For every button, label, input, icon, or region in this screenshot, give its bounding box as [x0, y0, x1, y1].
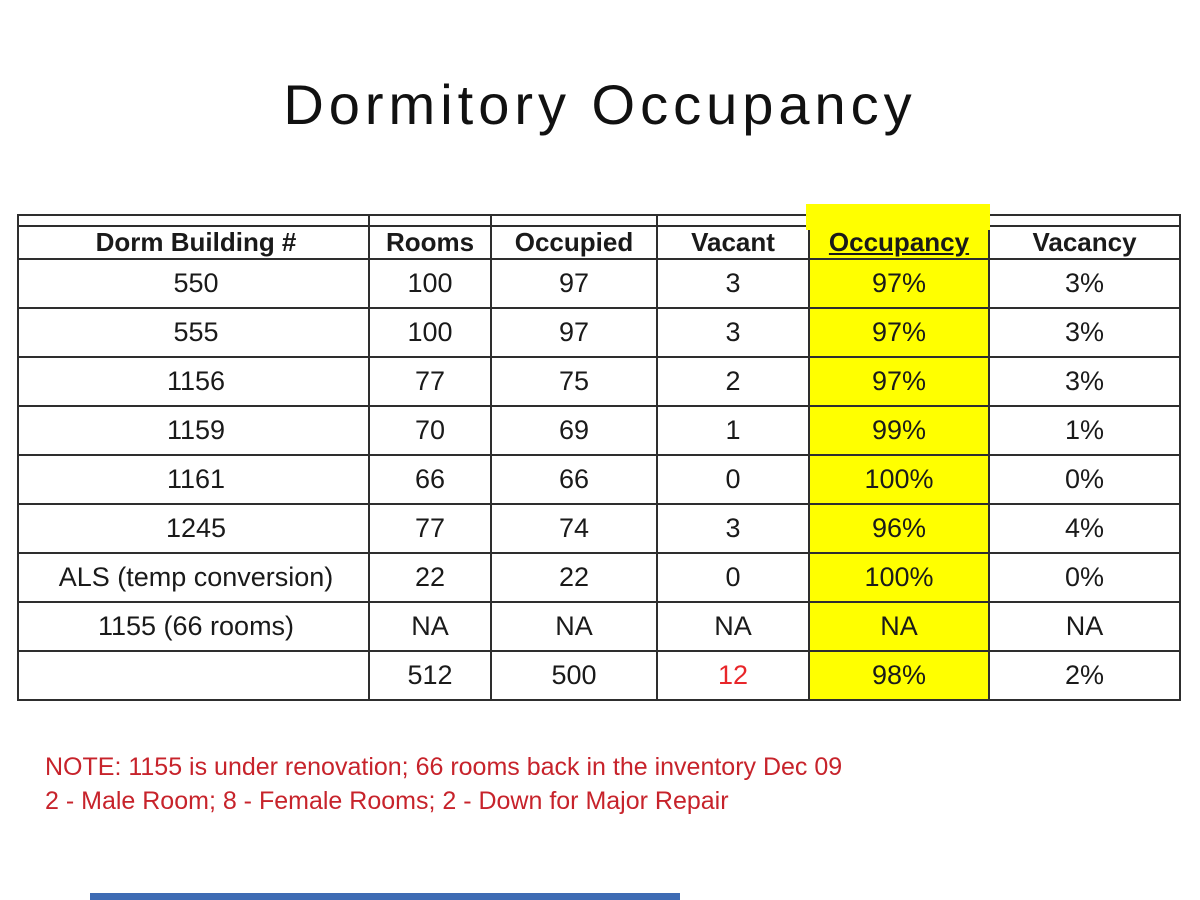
cell-occupancy: 97% — [808, 356, 990, 407]
header-occupied: Occupied — [490, 225, 658, 260]
cell-occupancy: NA — [808, 601, 990, 652]
cell-vacant: 3 — [656, 307, 810, 358]
table-header-row: Dorm Building # Rooms Occupied Vacant Oc… — [17, 225, 1181, 260]
cell-occupied: 22 — [490, 552, 658, 603]
cell-vacancy: 0% — [988, 552, 1181, 603]
cell-occupancy-total: 98% — [808, 650, 990, 701]
cell-vacancy: 1% — [988, 405, 1181, 456]
cell-vacant: NA — [656, 601, 810, 652]
slide-title: Dormitory Occupancy — [283, 73, 917, 136]
note-text: NOTE: 1155 is under renovation; 66 rooms… — [45, 750, 842, 818]
spacer-cell — [988, 214, 1181, 227]
table-row: 1155 (66 rooms) NA NA NA NA NA — [17, 601, 1181, 652]
cell-occupied: 74 — [490, 503, 658, 554]
header-occupancy: Occupancy — [808, 225, 990, 260]
occupancy-table: Dorm Building # Rooms Occupied Vacant Oc… — [17, 214, 1181, 701]
cell-occupancy: 96% — [808, 503, 990, 554]
note-line-1: NOTE: 1155 is under renovation; 66 rooms… — [45, 753, 843, 781]
cell-rooms: 77 — [368, 503, 492, 554]
cell-dorm-building: 555 — [17, 307, 370, 358]
table-row: 555 100 97 3 97% 3% — [17, 307, 1181, 358]
cell-vacant: 3 — [656, 503, 810, 554]
header-vacant: Vacant — [656, 225, 810, 260]
cell-occupancy: 99% — [808, 405, 990, 456]
cell-vacant: 2 — [656, 356, 810, 407]
cell-rooms: 66 — [368, 454, 492, 505]
cell-dorm-building: ALS (temp conversion) — [17, 552, 370, 603]
cell-occupied: 66 — [490, 454, 658, 505]
cell-rooms: 100 — [368, 307, 492, 358]
header-dorm-building: Dorm Building # — [17, 225, 370, 260]
cell-occupancy: 100% — [808, 454, 990, 505]
spacer-cell — [490, 214, 658, 227]
cell-vacancy: 3% — [988, 258, 1181, 309]
cell-occupied: 97 — [490, 258, 658, 309]
cell-vacant-total: 12 — [656, 650, 810, 701]
cell-dorm-building: 550 — [17, 258, 370, 309]
cell-occupancy: 97% — [808, 307, 990, 358]
cell-occupancy: 97% — [808, 258, 990, 309]
cell-dorm-building: 1155 (66 rooms) — [17, 601, 370, 652]
table-row: 1161 66 66 0 100% 0% — [17, 454, 1181, 505]
cell-rooms: 70 — [368, 405, 492, 456]
spacer-cell — [656, 214, 810, 227]
cell-rooms: 100 — [368, 258, 492, 309]
cell-occupied: NA — [490, 601, 658, 652]
progress-bar[interactable] — [90, 893, 680, 900]
header-rooms: Rooms — [368, 225, 492, 260]
table-spacer-row — [17, 214, 1181, 227]
cell-rooms-total: 512 — [368, 650, 492, 701]
cell-occupied: 97 — [490, 307, 658, 358]
cell-vacancy: NA — [988, 601, 1181, 652]
cell-vacant: 0 — [656, 552, 810, 603]
table-row: 550 100 97 3 97% 3% — [17, 258, 1181, 309]
cell-dorm-building: 1245 — [17, 503, 370, 554]
cell-dorm-building: 1156 — [17, 356, 370, 407]
cell-rooms: 22 — [368, 552, 492, 603]
cell-vacancy: 0% — [988, 454, 1181, 505]
spacer-cell — [368, 214, 492, 227]
cell-vacant: 0 — [656, 454, 810, 505]
cell-occupied: 69 — [490, 405, 658, 456]
table-row: ALS (temp conversion) 22 22 0 100% 0% — [17, 552, 1181, 603]
cell-dorm-building: 1161 — [17, 454, 370, 505]
occupancy-column-highlight-cap — [806, 204, 990, 230]
table-total-row: 512 500 12 98% 2% — [17, 650, 1181, 701]
table-row: 1156 77 75 2 97% 3% — [17, 356, 1181, 407]
cell-vacancy: 3% — [988, 356, 1181, 407]
cell-dorm-building: 1159 — [17, 405, 370, 456]
cell-rooms: NA — [368, 601, 492, 652]
cell-rooms: 77 — [368, 356, 492, 407]
table-row: 1159 70 69 1 99% 1% — [17, 405, 1181, 456]
cell-vacancy: 4% — [988, 503, 1181, 554]
header-vacancy: Vacancy — [988, 225, 1181, 260]
note-line-2: 2 - Male Room; 8 - Female Rooms; 2 - Dow… — [45, 787, 729, 815]
cell-vacancy-total: 2% — [988, 650, 1181, 701]
cell-vacant: 3 — [656, 258, 810, 309]
cell-occupied-total: 500 — [490, 650, 658, 701]
spacer-cell — [17, 214, 370, 227]
cell-vacancy: 3% — [988, 307, 1181, 358]
cell-occupancy: 100% — [808, 552, 990, 603]
table-row: 1245 77 74 3 96% 4% — [17, 503, 1181, 554]
cell-vacant: 1 — [656, 405, 810, 456]
cell-occupied: 75 — [490, 356, 658, 407]
cell-dorm-building — [17, 650, 370, 701]
